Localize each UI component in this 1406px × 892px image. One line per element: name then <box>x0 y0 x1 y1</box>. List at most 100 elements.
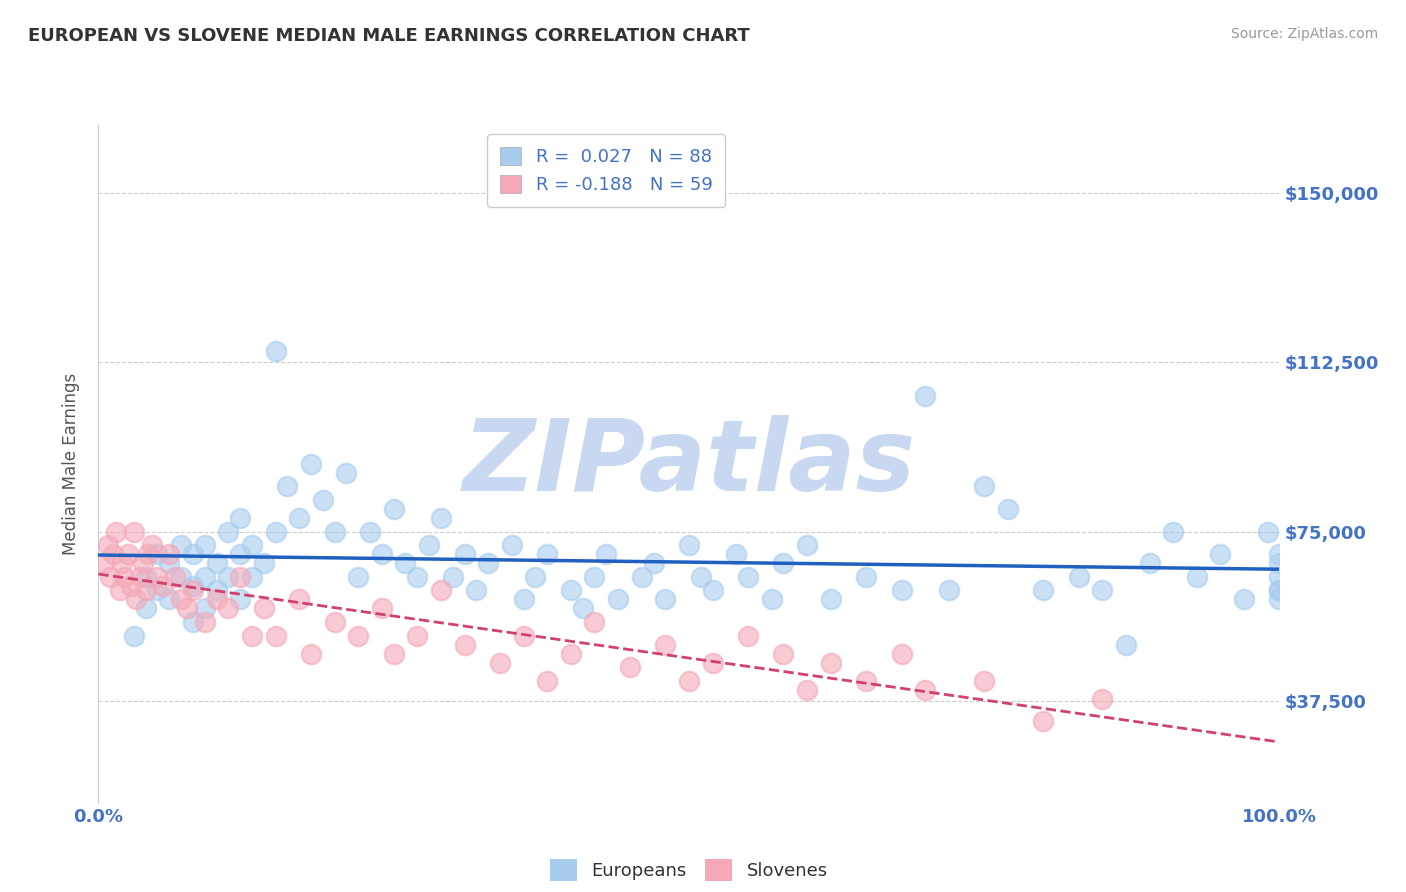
Text: ZIPatlas: ZIPatlas <box>463 416 915 512</box>
Point <box>1268 583 1291 598</box>
Point <box>890 583 912 598</box>
Point <box>181 579 204 593</box>
Point <box>264 524 287 539</box>
Point <box>737 629 759 643</box>
Point <box>205 583 228 598</box>
Point <box>276 479 298 493</box>
Point <box>253 556 276 570</box>
Point <box>312 493 335 508</box>
Y-axis label: Median Male Earnings: Median Male Earnings <box>62 373 80 555</box>
Point <box>165 570 187 584</box>
Point <box>128 570 150 584</box>
Point <box>194 601 217 615</box>
Point <box>135 583 157 598</box>
Text: EUROPEAN VS SLOVENE MEDIAN MALE EARNINGS CORRELATION CHART: EUROPEAN VS SLOVENE MEDIAN MALE EARNINGS… <box>28 27 749 45</box>
Point <box>524 570 547 584</box>
Point <box>125 592 148 607</box>
Point <box>855 673 877 688</box>
Point <box>1032 714 1054 729</box>
Point <box>229 547 252 561</box>
Point <box>217 524 239 539</box>
Point <box>112 570 135 584</box>
Point <box>382 647 405 661</box>
Point <box>347 570 370 584</box>
Point <box>181 547 204 561</box>
Point <box>465 583 488 598</box>
Point <box>176 601 198 615</box>
Point <box>973 479 995 493</box>
Point <box>489 656 512 670</box>
Point <box>583 615 606 629</box>
Point <box>501 538 523 552</box>
Point <box>135 570 157 584</box>
Point <box>1032 583 1054 598</box>
Point <box>430 511 453 525</box>
Point <box>512 629 534 643</box>
Point <box>914 389 936 403</box>
Point <box>890 647 912 661</box>
Point <box>194 538 217 552</box>
Point <box>430 583 453 598</box>
Point <box>323 524 346 539</box>
Point <box>152 579 174 593</box>
Point <box>229 570 252 584</box>
Point <box>93 556 115 570</box>
Point <box>194 615 217 629</box>
Point <box>97 538 120 552</box>
Point <box>181 583 204 598</box>
Text: Source: ZipAtlas.com: Source: ZipAtlas.com <box>1230 27 1378 41</box>
Point <box>288 592 311 607</box>
Point <box>737 570 759 584</box>
Point <box>702 656 724 670</box>
Point <box>264 343 287 358</box>
Point <box>997 502 1019 516</box>
Point <box>111 556 134 570</box>
Point <box>205 556 228 570</box>
Point <box>194 570 217 584</box>
Point <box>157 547 180 561</box>
Point <box>914 682 936 697</box>
Point <box>105 524 128 539</box>
Point <box>1161 524 1184 539</box>
Point <box>217 601 239 615</box>
Point <box>1233 592 1256 607</box>
Point <box>101 547 124 561</box>
Point <box>571 601 593 615</box>
Point <box>157 556 180 570</box>
Point <box>240 629 263 643</box>
Point <box>1268 570 1291 584</box>
Point <box>299 647 322 661</box>
Point <box>761 592 783 607</box>
Point <box>394 556 416 570</box>
Point <box>406 570 429 584</box>
Point <box>141 538 163 552</box>
Point <box>595 547 617 561</box>
Point <box>170 538 193 552</box>
Point <box>299 457 322 471</box>
Point <box>229 592 252 607</box>
Point <box>1268 592 1291 607</box>
Point <box>253 601 276 615</box>
Point <box>1091 583 1114 598</box>
Point <box>536 547 558 561</box>
Point <box>560 583 582 598</box>
Point <box>1139 556 1161 570</box>
Point <box>512 592 534 607</box>
Point <box>477 556 499 570</box>
Point <box>1091 691 1114 706</box>
Point <box>146 583 169 598</box>
Point <box>108 583 131 598</box>
Point <box>583 570 606 584</box>
Legend: Europeans, Slovenes: Europeans, Slovenes <box>543 852 835 888</box>
Point <box>678 538 700 552</box>
Point <box>382 502 405 516</box>
Point <box>205 592 228 607</box>
Point <box>1268 556 1291 570</box>
Point <box>796 538 818 552</box>
Point <box>122 629 145 643</box>
Point <box>820 592 842 607</box>
Point <box>678 673 700 688</box>
Point <box>323 615 346 629</box>
Point <box>1268 583 1291 598</box>
Point <box>418 538 440 552</box>
